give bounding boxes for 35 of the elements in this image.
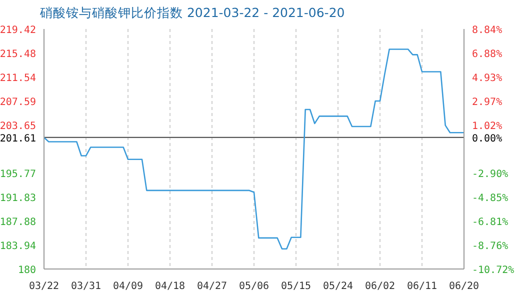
y-tick-label: 211.54	[0, 72, 36, 84]
x-tick-label: 06/02	[364, 281, 396, 292]
y-tick-label: 180	[18, 265, 36, 276]
y2-tick-label: -2.90%	[472, 169, 508, 180]
y-tick-label: 207.59	[0, 97, 36, 108]
y-tick-label: 195.77	[0, 168, 36, 180]
y2-tick-label: 4.93%	[472, 72, 502, 84]
y2-tick-label: 8.84%	[472, 25, 502, 36]
y2-tick-label: -8.76%	[472, 240, 508, 252]
x-tick-label: 04/27	[196, 281, 228, 292]
y-tick-label: 215.48	[0, 48, 36, 60]
x-tick-label: 06/11	[406, 281, 438, 292]
y-tick-label: 219.42	[0, 25, 36, 36]
y-tick-label: 191.83	[0, 192, 36, 204]
y2-tick-label: 0.00%	[472, 133, 502, 144]
chart-title: 硝酸铵与硝酸钾比价指数 2021-03-22 - 2021-06-20	[40, 5, 345, 22]
x-tick-label: 05/15	[280, 281, 312, 292]
x-tick-label: 03/22	[28, 281, 60, 292]
y2-tick-label: 2.97%	[472, 97, 502, 108]
y-tick-label: 201.61	[0, 133, 36, 144]
y2-tick-label: 6.88%	[472, 49, 502, 60]
x-tick-label: 06/20	[448, 281, 480, 292]
y2-tick-label: -4.85%	[472, 192, 508, 204]
y2-tick-label: 1.02%	[472, 120, 502, 132]
y-tick-label: 203.65	[0, 121, 36, 132]
x-tick-label: 05/06	[238, 281, 270, 292]
x-tick-label: 04/09	[112, 281, 144, 292]
x-tick-label: 04/18	[154, 281, 186, 292]
x-tick-label: 05/24	[322, 281, 354, 292]
y2-tick-label: -6.81%	[472, 217, 508, 228]
y2-tick-label: -10.72%	[472, 265, 514, 276]
y-tick-label: 183.94	[0, 241, 36, 252]
y-tick-label: 187.88	[0, 217, 36, 228]
x-tick-label: 03/31	[70, 281, 102, 292]
line-series	[44, 48, 464, 250]
